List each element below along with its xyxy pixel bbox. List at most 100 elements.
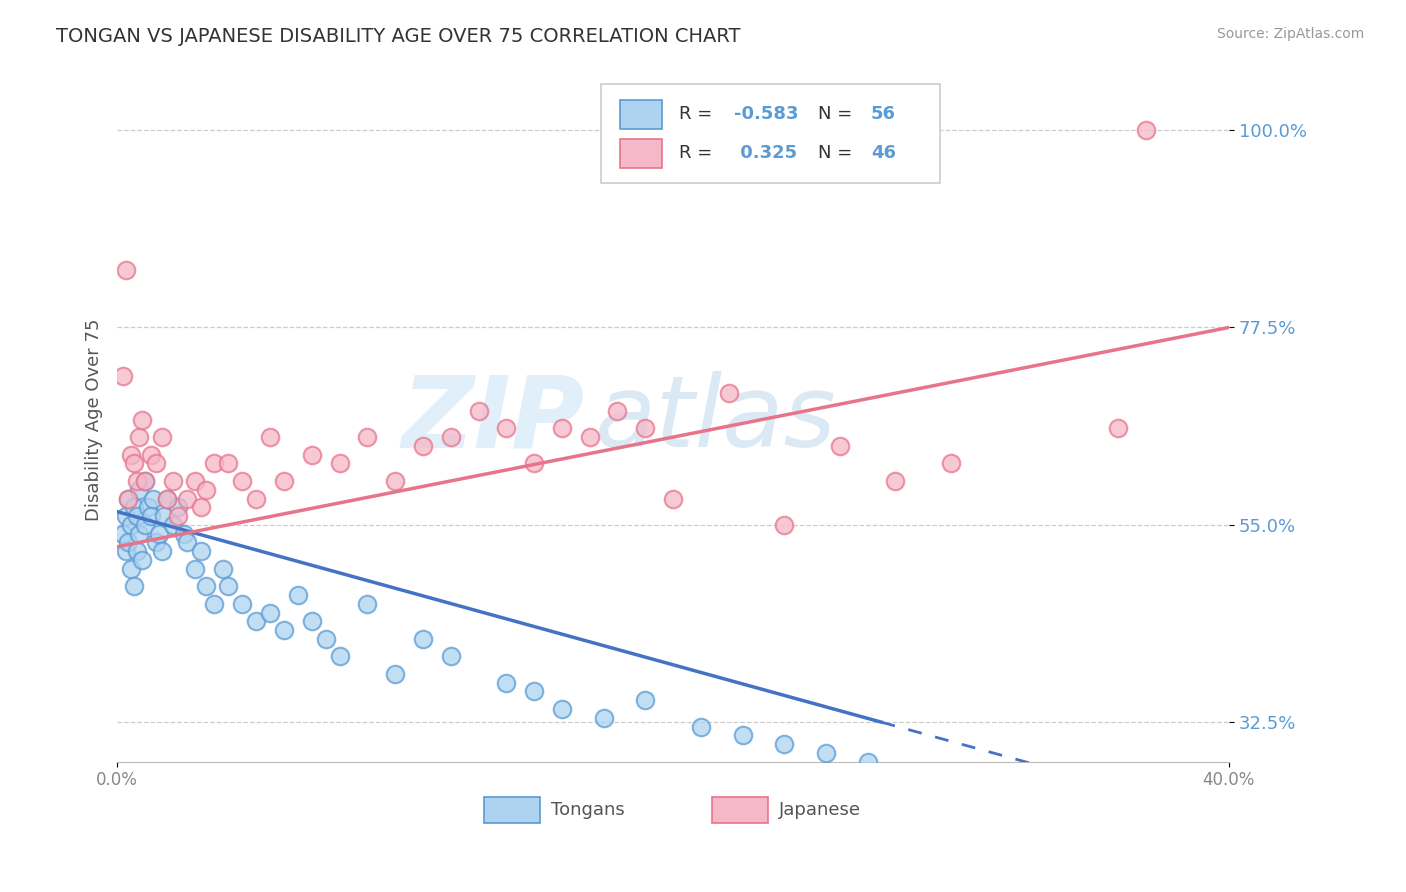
Point: [204, 457, 226, 471]
Y-axis label: Disability Age Over 75: Disability Age Over 75: [86, 318, 103, 521]
Point: [662, 491, 685, 506]
Point: [440, 430, 463, 444]
Point: [139, 509, 162, 524]
Point: [328, 457, 350, 471]
Point: [301, 448, 323, 462]
Point: [773, 737, 796, 751]
Point: [134, 517, 156, 532]
Point: [184, 562, 207, 576]
Point: [884, 474, 907, 488]
Bar: [711, 797, 768, 823]
Point: [440, 649, 463, 664]
Point: [134, 474, 156, 488]
Point: [328, 649, 350, 664]
Point: [162, 474, 184, 488]
Point: [217, 457, 239, 471]
Point: [592, 711, 614, 725]
Point: [190, 500, 212, 515]
Point: [301, 615, 323, 629]
Point: [173, 526, 195, 541]
Point: [273, 623, 295, 637]
Point: [523, 684, 546, 698]
Point: [145, 535, 167, 549]
Point: [315, 632, 337, 646]
Point: [167, 509, 190, 524]
Point: [122, 579, 145, 593]
Text: atlas: atlas: [595, 371, 837, 468]
Point: [176, 535, 198, 549]
Point: [128, 430, 150, 444]
Point: [195, 579, 218, 593]
Point: [114, 263, 136, 277]
Text: N =: N =: [817, 105, 858, 123]
Point: [128, 526, 150, 541]
Point: [731, 728, 754, 742]
Point: [142, 491, 165, 506]
Point: [689, 720, 711, 734]
Point: [162, 517, 184, 532]
Point: [1135, 123, 1157, 137]
Point: [125, 544, 148, 558]
Text: 0.325: 0.325: [734, 145, 797, 162]
FancyBboxPatch shape: [600, 84, 939, 184]
Point: [120, 517, 142, 532]
Point: [176, 491, 198, 506]
Point: [828, 439, 851, 453]
Point: [122, 500, 145, 515]
Point: [217, 579, 239, 593]
Point: [259, 606, 281, 620]
Bar: [484, 797, 540, 823]
Point: [122, 457, 145, 471]
Point: [125, 509, 148, 524]
Point: [287, 588, 309, 602]
Point: [551, 421, 574, 435]
Point: [245, 491, 267, 506]
Point: [134, 474, 156, 488]
Point: [117, 491, 139, 506]
Point: [245, 615, 267, 629]
Point: [231, 597, 253, 611]
Point: [356, 430, 378, 444]
Text: -0.583: -0.583: [734, 105, 799, 123]
Bar: [620, 100, 662, 128]
Point: [384, 474, 406, 488]
Text: Source: ZipAtlas.com: Source: ZipAtlas.com: [1216, 27, 1364, 41]
Point: [111, 526, 134, 541]
Text: TONGAN VS JAPANESE DISABILITY AGE OVER 75 CORRELATION CHART: TONGAN VS JAPANESE DISABILITY AGE OVER 7…: [56, 27, 741, 45]
Point: [717, 386, 740, 401]
Point: [231, 474, 253, 488]
Point: [495, 675, 517, 690]
Point: [412, 439, 434, 453]
Point: [114, 544, 136, 558]
Point: [156, 491, 179, 506]
Point: [634, 693, 657, 707]
Point: [117, 491, 139, 506]
Point: [190, 544, 212, 558]
Point: [150, 544, 173, 558]
Point: [136, 500, 159, 515]
Point: [412, 632, 434, 646]
Point: [578, 430, 600, 444]
Text: R =: R =: [679, 145, 717, 162]
Point: [117, 535, 139, 549]
Point: [150, 430, 173, 444]
Point: [773, 517, 796, 532]
Point: [128, 483, 150, 497]
Point: [184, 474, 207, 488]
Point: [814, 746, 837, 760]
Text: N =: N =: [817, 145, 858, 162]
Point: [634, 421, 657, 435]
Point: [856, 755, 879, 769]
Point: [156, 491, 179, 506]
Point: [114, 509, 136, 524]
Point: [356, 597, 378, 611]
Point: [111, 368, 134, 383]
Text: R =: R =: [679, 105, 717, 123]
Point: [139, 448, 162, 462]
Point: [551, 702, 574, 716]
Point: [120, 562, 142, 576]
Point: [384, 667, 406, 681]
Point: [167, 500, 190, 515]
Bar: [620, 139, 662, 168]
Point: [131, 412, 153, 426]
